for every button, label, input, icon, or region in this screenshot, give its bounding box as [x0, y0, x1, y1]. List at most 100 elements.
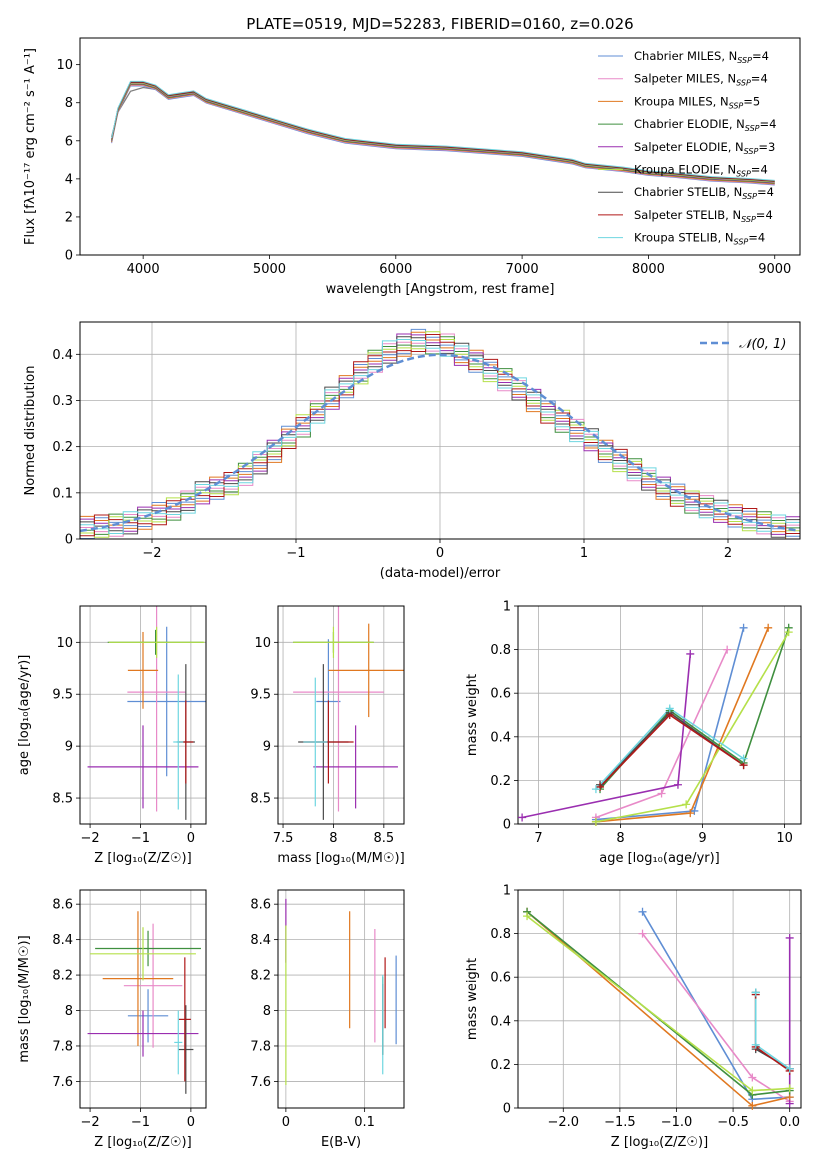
mass-weight-marker [673, 780, 682, 789]
x-tick-label: 0.1 [354, 1115, 375, 1130]
y-tick-label: 9.5 [250, 688, 271, 703]
x-axis-label: mass [log₁₀(M/M☉)] [277, 851, 404, 866]
legend-nssp-prefix: , N [720, 72, 736, 86]
legend-label: Kroupa ELODIE, NSSP=4 [634, 163, 768, 179]
x-tick-label: 9000 [758, 262, 791, 277]
y-tick-label: 7.8 [250, 1039, 271, 1054]
legend-nssp-eq: = [748, 231, 758, 245]
x-tick-label: 7.5 [273, 831, 294, 846]
y-axis-label: Normed distribution [23, 366, 38, 496]
panel-mass-vs-Z: −2 −1 0 7.6 7.8 8 8.2 8.4 8.6 Z [log₁₀(Z/Z☉)] mass… [17, 889, 207, 1150]
y-axis-label: mass weight [465, 674, 480, 756]
mass-weight-marker [591, 817, 600, 826]
legend-model-name: Chabrier MILES [634, 49, 721, 63]
mass-weight-marker [748, 1101, 757, 1110]
legend-label: Salpeter STELIB, NSSP=4 [634, 208, 773, 224]
x-tick-label: −1.5 [604, 1115, 636, 1130]
legend-nssp-value: 4 [765, 208, 772, 222]
x-tick-label: 0 [187, 1115, 195, 1130]
legend-nssp-value: 4 [760, 163, 767, 177]
y-tick-label: 9 [65, 740, 73, 755]
plot-area-residuals [80, 322, 800, 539]
legend-label: Salpeter MILES, NSSP=4 [634, 72, 768, 88]
y-tick-label: 0 [503, 818, 511, 833]
legend-nssp-subscript: SSP [742, 192, 757, 201]
y-axis-label: mass [log₁₀(M/M☉)] [17, 935, 32, 1062]
mass-weight-marker [686, 649, 695, 658]
y-tick-label: 4 [65, 172, 73, 187]
y-tick-label: 0.6 [490, 971, 511, 986]
legend-label: Chabrier STELIB, NSSP=4 [634, 185, 774, 201]
y-tick-label: 0.8 [490, 643, 511, 658]
y-tick-label: 7.6 [52, 1075, 73, 1090]
legend-nssp-subscript: SSP [736, 170, 751, 179]
legend-nssp-prefix: , N [718, 231, 734, 245]
legend-nssp-subscript: SSP [737, 56, 752, 65]
x-axis-label: age [log₁₀(age/yr)] [599, 851, 720, 866]
x-tick-label: 1 [580, 546, 588, 561]
mass-weight-marker [785, 1084, 794, 1093]
legend-label: Kroupa STELIB, NSSP=4 [634, 231, 765, 247]
y-tick-label: 9 [263, 740, 271, 755]
y-tick-label: 0.4 [490, 730, 511, 745]
axes-frame [79, 889, 207, 1109]
legend-model-name: Kroupa ELODIE [634, 163, 720, 177]
panels: 4000 5000 6000 7000 8000 90000246810wavelengt… [17, 37, 802, 1150]
x-tick-label: −1 [131, 1115, 150, 1130]
y-tick-label: 7.6 [250, 1075, 271, 1090]
plot-area-age-vs-Z [80, 606, 206, 824]
y-tick-label: 0.4 [52, 348, 73, 363]
y-tick-label: 0 [65, 533, 73, 548]
y-tick-label: 8.5 [250, 792, 271, 807]
y-tick-label: 9.5 [52, 688, 73, 703]
plot-area-spectrum [110, 80, 775, 186]
mass-weight-marker [690, 806, 699, 815]
legend-nssp-value: 3 [768, 140, 775, 154]
axes-frame [517, 605, 802, 825]
legend-nssp-subscript: SSP [744, 147, 759, 156]
axes-frame [277, 605, 405, 825]
legend-nssp-prefix: , N [725, 208, 741, 222]
legend-nssp-eq: = [758, 140, 768, 154]
legend-model-name: Salpeter ELODIE [634, 140, 728, 154]
legend-nssp-eq: = [743, 94, 753, 108]
x-axis-label: wavelength [Angstrom, rest frame] [326, 282, 555, 297]
y-tick-label: 0.2 [490, 774, 511, 789]
y-axis-label: mass weight [465, 958, 480, 1040]
x-tick-label: 9 [698, 831, 706, 846]
mass-weight-marker [638, 907, 647, 916]
legend-nssp-eq: = [752, 49, 762, 63]
panel-residuals: −2 −1 0 1 2 0 0.1 0.2 0.3 0.4 (data-model)/error No… [23, 321, 801, 581]
y-tick-label: 0.8 [490, 927, 511, 942]
x-tick-label: 7 [534, 831, 542, 846]
y-tick-label: 0 [65, 249, 73, 264]
plot-area-age-vs-mass [278, 606, 404, 824]
y-tick-label: 8.2 [250, 969, 271, 984]
x-tick-label: −2 [80, 831, 99, 846]
x-tick-label: 5000 [253, 262, 286, 277]
normal-reference-curve [80, 353, 800, 533]
y-tick-label: 10 [254, 636, 271, 651]
y-tick-label: 0.3 [52, 394, 73, 409]
mass-weight-marker [682, 800, 691, 809]
y-tick-label: 1 [503, 884, 511, 899]
y-tick-label: 1 [503, 600, 511, 615]
y-tick-label: 8.2 [52, 969, 73, 984]
mass-weight-marker [523, 912, 532, 921]
legend-nssp-eq: = [756, 208, 766, 222]
legend-nssp-prefix: , N [713, 94, 729, 108]
panel-age-vs-mass: 7.5 8 8.5 8.5 9 9.5 10 mass [log₁₀(M/M☉)] [250, 605, 405, 866]
x-axis-label: E(B-V) [321, 1135, 361, 1150]
panel-age-vs-Z: −2 −1 0 8.5 9 9.5 10 Z [log₁₀(Z/Z☉)] age [log₁₀(… [17, 605, 207, 866]
legend-label: Kroupa MILES, NSSP=5 [634, 94, 760, 110]
mass-weight-marker [785, 1064, 794, 1073]
y-tick-label: 6 [65, 134, 73, 149]
y-tick-label: 0.4 [490, 1014, 511, 1029]
y-tick-label: 0.2 [52, 440, 73, 455]
x-axis-label: Z [log₁₀(Z/Z☉)] [611, 1135, 708, 1150]
legend-nssp-subscript: SSP [745, 124, 760, 133]
panel-mass-vs-EBV: 0 0.1 7.6 7.8 8 8.2 8.4 8.6 E(B-V) [250, 889, 405, 1150]
legend-model-name: Salpeter STELIB [634, 208, 725, 222]
